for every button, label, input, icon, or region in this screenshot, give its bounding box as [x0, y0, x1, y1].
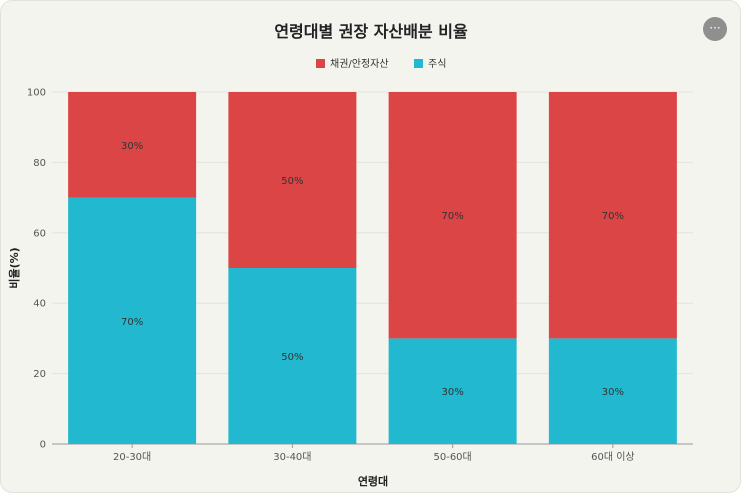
y-axis-title: 비율(%) — [7, 247, 21, 288]
bar-segment — [548, 92, 677, 339]
x-axis-title: 연령대 — [358, 474, 388, 488]
y-tick-label: 0 — [40, 440, 46, 451]
x-tick-label: 20-30대 — [113, 451, 151, 463]
y-tick-label: 40 — [33, 299, 46, 310]
bar-segment — [228, 268, 357, 444]
x-tick-label: 50-60대 — [433, 451, 471, 463]
data-label: 70% — [121, 317, 143, 328]
bar-segment — [68, 197, 197, 444]
bar-segment — [548, 338, 677, 444]
bar-segment — [68, 92, 197, 198]
data-label: 30% — [442, 387, 464, 398]
chart-title: 연령대별 권장 자산배분 비율 — [274, 22, 468, 41]
x-tick-label: 30-40대 — [273, 451, 311, 463]
bar-segment — [388, 92, 517, 339]
data-label: 30% — [602, 387, 624, 398]
legend-label: 주식 — [428, 58, 446, 70]
data-label: 70% — [602, 211, 624, 222]
bar-segment — [388, 338, 517, 444]
data-label: 70% — [442, 211, 464, 222]
y-tick-label: 20 — [33, 369, 46, 380]
bar-segment — [228, 92, 357, 268]
y-tick-label: 80 — [33, 158, 46, 169]
x-tick-label: 60대 이상 — [591, 451, 635, 463]
y-tick-label: 60 — [33, 228, 46, 239]
data-label: 30% — [121, 141, 143, 152]
legend-swatch — [316, 59, 325, 68]
more-options-button[interactable]: ··· — [703, 17, 727, 41]
y-tick-label: 100 — [27, 88, 46, 99]
data-label: 50% — [281, 352, 303, 363]
data-label: 50% — [281, 176, 303, 187]
legend-swatch — [414, 59, 423, 68]
legend-label: 채권/안정자산 — [330, 58, 389, 70]
